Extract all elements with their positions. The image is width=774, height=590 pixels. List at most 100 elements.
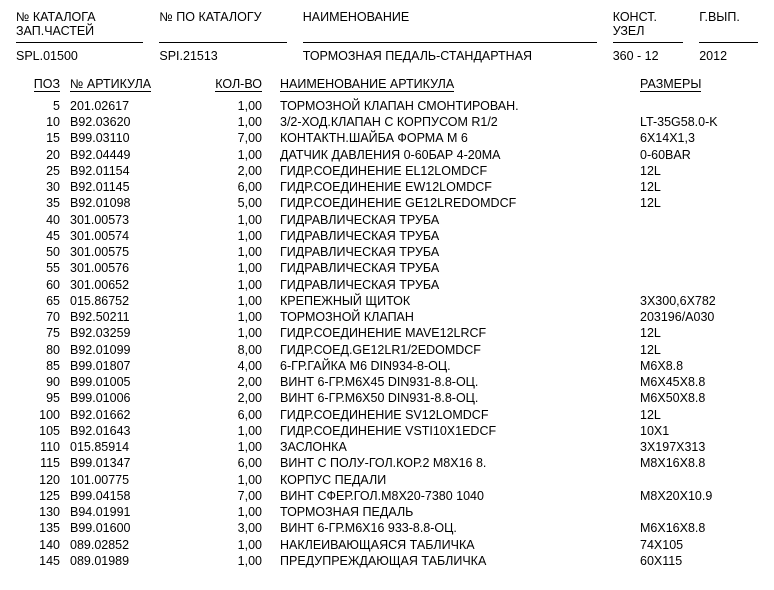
cell-desc: ГИДРАВЛИЧЕСКАЯ ТРУБА: [272, 244, 632, 260]
cell-size: M8X16X8.8: [632, 455, 758, 471]
cell-art: 101.00775: [64, 472, 182, 488]
cell-art: B92.01098: [64, 195, 182, 211]
cell-pos: 85: [16, 358, 64, 374]
cell-size: 0-60BAR: [632, 147, 758, 163]
cell-art: 301.00576: [64, 260, 182, 276]
cell-pos: 80: [16, 342, 64, 358]
cell-pos: 105: [16, 423, 64, 439]
cell-desc: ТОРМОЗНОЙ КЛАПАН СМОНТИРОВАН.: [272, 98, 632, 114]
cell-size: [632, 504, 758, 520]
cell-size: 3X197X313: [632, 439, 758, 455]
cell-art: B92.01099: [64, 342, 182, 358]
table-row: 20B92.044491,00ДАТЧИК ДАВЛЕНИЯ 0-60БАР 4…: [16, 147, 758, 163]
header-node-value: 360 - 12: [613, 43, 684, 63]
cell-pos: 90: [16, 374, 64, 390]
table-row: 120101.007751,00КОРПУС ПЕДАЛИ: [16, 472, 758, 488]
cell-qty: 8,00: [182, 342, 272, 358]
cell-qty: 1,00: [182, 537, 272, 553]
col-size: РАЗМЕРЫ: [632, 77, 758, 92]
cell-art: 089.01989: [64, 553, 182, 569]
cell-qty: 1,00: [182, 472, 272, 488]
header-row: № КАТАЛОГА ЗАП.ЧАСТЕЙ SPL.01500 № ПО КАТ…: [16, 10, 758, 63]
table-row: 80B92.010998,00ГИДР.СОЕД.GE12LR1/2EDOMDC…: [16, 342, 758, 358]
cell-size: 12L: [632, 179, 758, 195]
table-row: 75B92.032591,00ГИДР.СОЕДИНЕНИЕ MAVE12LRC…: [16, 325, 758, 341]
header-year-label: Г.ВЫП.: [699, 10, 758, 24]
cell-pos: 140: [16, 537, 64, 553]
cell-desc: ГИДР.СОЕДИНЕНИЕ VSTI10X1EDCF: [272, 423, 632, 439]
cell-desc: ВИНТ 6-ГР.M6X45 DIN931-8.8-ОЦ.: [272, 374, 632, 390]
cell-desc: ДАТЧИК ДАВЛЕНИЯ 0-60БАР 4-20МА: [272, 147, 632, 163]
cell-desc: ГИДР.СОЕД.GE12LR1/2EDOMDCF: [272, 342, 632, 358]
cell-size: 10X1: [632, 423, 758, 439]
cell-size: M6X8.8: [632, 358, 758, 374]
header-catalog: № КАТАЛОГА ЗАП.ЧАСТЕЙ SPL.01500: [16, 10, 143, 63]
cell-art: B92.04449: [64, 147, 182, 163]
cell-qty: 1,00: [182, 504, 272, 520]
col-art: № АРТИКУЛА: [64, 77, 182, 92]
cell-desc: ТОРМОЗНОЙ КЛАПАН: [272, 309, 632, 325]
cell-qty: 1,00: [182, 98, 272, 114]
cell-size: 6X14X1,3: [632, 130, 758, 146]
table-row: 5201.026171,00ТОРМОЗНОЙ КЛАПАН СМОНТИРОВ…: [16, 98, 758, 114]
cell-desc: ТОРМОЗНАЯ ПЕДАЛЬ: [272, 504, 632, 520]
table-body: 5201.026171,00ТОРМОЗНОЙ КЛАПАН СМОНТИРОВ…: [16, 98, 758, 569]
cell-qty: 1,00: [182, 114, 272, 130]
cell-size: 12L: [632, 407, 758, 423]
cell-qty: 1,00: [182, 260, 272, 276]
cell-art: 301.00574: [64, 228, 182, 244]
cell-desc: ГИДР.СОЕДИНЕНИЕ EL12LOMDCF: [272, 163, 632, 179]
cell-desc: КОНТАКТН.ШАЙБА ФОРМА M 6: [272, 130, 632, 146]
cell-qty: 1,00: [182, 212, 272, 228]
cell-pos: 130: [16, 504, 64, 520]
cell-pos: 120: [16, 472, 64, 488]
cell-desc: ПРЕДУПРЕЖДАЮЩАЯ ТАБЛИЧКА: [272, 553, 632, 569]
cell-qty: 5,00: [182, 195, 272, 211]
cell-art: B92.50211: [64, 309, 182, 325]
cell-pos: 5: [16, 98, 64, 114]
cell-qty: 1,00: [182, 147, 272, 163]
cell-qty: 1,00: [182, 553, 272, 569]
cell-desc: КОРПУС ПЕДАЛИ: [272, 472, 632, 488]
table-row: 95B99.010062,00ВИНТ 6-ГР.M6X50 DIN931-8.…: [16, 390, 758, 406]
cell-desc: ВИНТ СФЕР.ГОЛ.M8X20-7380 1040: [272, 488, 632, 504]
table-row: 30B92.011456,00ГИДР.СОЕДИНЕНИЕ EW12LOMDC…: [16, 179, 758, 195]
cell-desc: КРЕПЕЖНЫЙ ЩИТОК: [272, 293, 632, 309]
cell-size: M6X45X8.8: [632, 374, 758, 390]
cell-size: 12L: [632, 163, 758, 179]
cell-pos: 95: [16, 390, 64, 406]
cell-size: [632, 277, 758, 293]
cell-desc: ГИДР.СОЕДИНЕНИЕ MAVE12LRCF: [272, 325, 632, 341]
table-row: 40301.005731,00ГИДРАВЛИЧЕСКАЯ ТРУБА: [16, 212, 758, 228]
page-root: № КАТАЛОГА ЗАП.ЧАСТЕЙ SPL.01500 № ПО КАТ…: [0, 0, 774, 589]
header-sku-label: № ПО КАТАЛОГУ: [159, 10, 286, 24]
header-catalog-value: SPL.01500: [16, 43, 143, 63]
table-row: 70B92.502111,00ТОРМОЗНОЙ КЛАПАН203196/A0…: [16, 309, 758, 325]
table-row: 45301.005741,00ГИДРАВЛИЧЕСКАЯ ТРУБА: [16, 228, 758, 244]
table-row: 110015.859141,00ЗАСЛОНКА3X197X313: [16, 439, 758, 455]
cell-size: 74X105: [632, 537, 758, 553]
cell-qty: 4,00: [182, 358, 272, 374]
cell-art: B92.01145: [64, 179, 182, 195]
cell-pos: 25: [16, 163, 64, 179]
header-year-value: 2012: [699, 43, 758, 63]
column-headers: ПОЗ № АРТИКУЛА КОЛ-ВО НАИМЕНОВАНИЕ АРТИК…: [16, 77, 758, 92]
cell-pos: 50: [16, 244, 64, 260]
cell-size: M8X20X10.9: [632, 488, 758, 504]
table-row: 15B99.031107,00КОНТАКТН.ШАЙБА ФОРМА M 66…: [16, 130, 758, 146]
table-row: 55301.005761,00ГИДРАВЛИЧЕСКАЯ ТРУБА: [16, 260, 758, 276]
cell-desc: НАКЛЕИВАЮЩАЯСЯ ТАБЛИЧКА: [272, 537, 632, 553]
header-name-label: НАИМЕНОВАНИЕ: [303, 10, 597, 24]
cell-art: B99.01347: [64, 455, 182, 471]
cell-size: LT-35G58.0-K: [632, 114, 758, 130]
cell-desc: ГИДР.СОЕДИНЕНИЕ SV12LOMDCF: [272, 407, 632, 423]
table-row: 60301.006521,00ГИДРАВЛИЧЕСКАЯ ТРУБА: [16, 277, 758, 293]
header-sku-value: SPI.21513: [159, 43, 286, 63]
cell-pos: 135: [16, 520, 64, 536]
cell-art: B99.01807: [64, 358, 182, 374]
cell-art: B92.01643: [64, 423, 182, 439]
cell-pos: 115: [16, 455, 64, 471]
cell-qty: 2,00: [182, 390, 272, 406]
cell-desc: ГИДРАВЛИЧЕСКАЯ ТРУБА: [272, 277, 632, 293]
cell-pos: 20: [16, 147, 64, 163]
